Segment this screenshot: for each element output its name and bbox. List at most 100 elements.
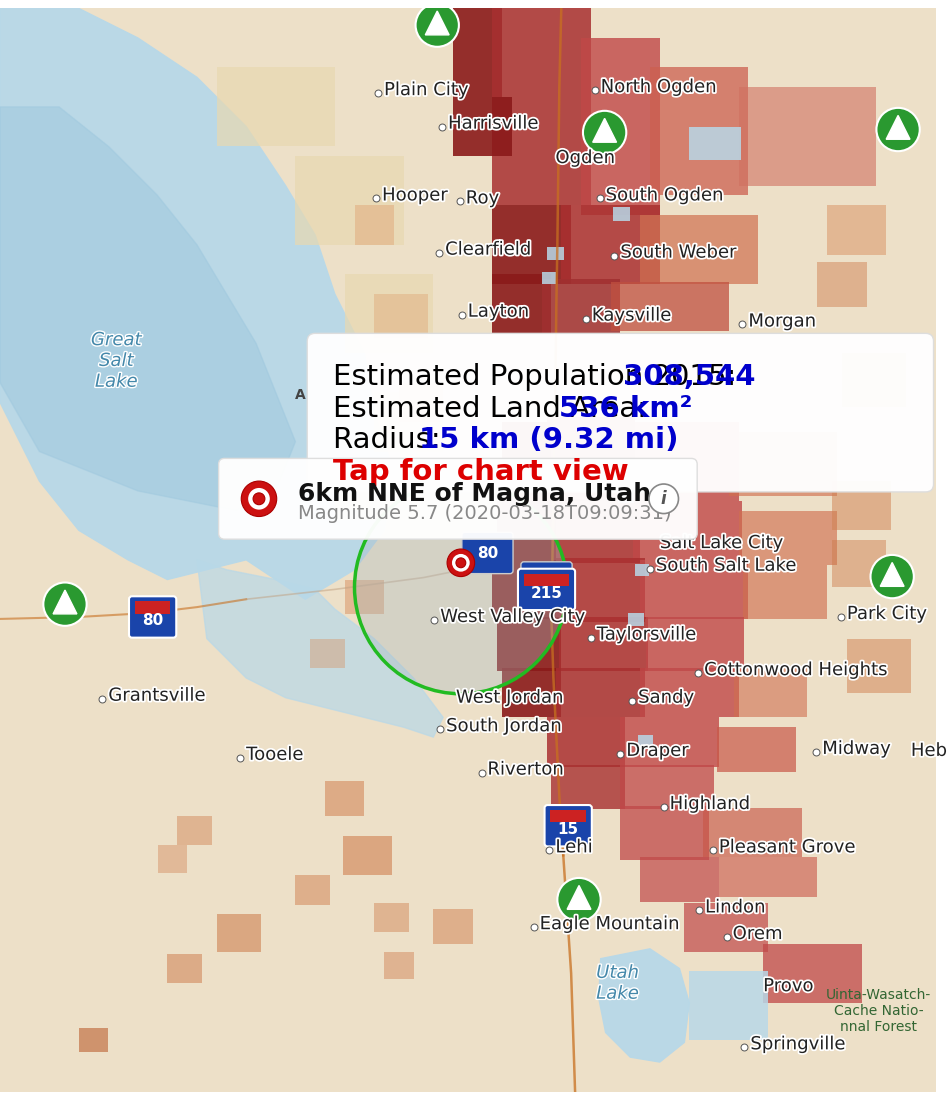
Text: 308,544: 308,544 xyxy=(623,363,755,390)
Text: Lindon: Lindon xyxy=(705,899,766,916)
Bar xyxy=(542,279,620,333)
Polygon shape xyxy=(426,11,449,35)
FancyBboxPatch shape xyxy=(129,596,177,638)
Text: 215: 215 xyxy=(531,576,562,591)
Text: Salt Lake City: Salt Lake City xyxy=(659,535,783,552)
Bar xyxy=(560,617,648,671)
Text: Ogden: Ogden xyxy=(556,150,615,167)
Bar xyxy=(581,37,659,216)
Bar xyxy=(551,764,625,808)
Text: Orem: Orem xyxy=(732,925,783,943)
Bar xyxy=(167,954,201,983)
Bar xyxy=(345,580,384,614)
FancyBboxPatch shape xyxy=(544,805,592,846)
Text: Uinta-Wasatch-
Cache Natio-
nnal Forest: Uinta-Wasatch- Cache Natio- nnal Forest xyxy=(826,988,931,1034)
Bar xyxy=(399,383,443,422)
Bar xyxy=(846,639,911,693)
Bar xyxy=(374,393,443,451)
Bar xyxy=(561,206,659,284)
Bar xyxy=(492,560,561,619)
Text: Taylorsville: Taylorsville xyxy=(597,626,696,644)
Bar xyxy=(497,617,561,671)
Bar xyxy=(634,500,742,560)
Text: Kaysville: Kaysville xyxy=(592,307,672,324)
Bar xyxy=(620,806,709,860)
Bar xyxy=(374,902,408,932)
Circle shape xyxy=(241,481,276,517)
Bar xyxy=(703,808,802,857)
Text: Grantsville: Grantsville xyxy=(108,686,206,705)
Text: Heb: Heb xyxy=(911,741,947,760)
Bar xyxy=(640,216,758,284)
Bar xyxy=(503,422,551,510)
Bar xyxy=(325,781,365,816)
Circle shape xyxy=(870,554,914,598)
Text: i: i xyxy=(661,490,667,508)
Circle shape xyxy=(253,493,265,505)
Bar xyxy=(497,500,557,560)
Circle shape xyxy=(354,481,567,694)
Bar xyxy=(557,558,645,622)
Text: Riverton: Riverton xyxy=(487,760,563,779)
Polygon shape xyxy=(598,949,690,1063)
FancyBboxPatch shape xyxy=(462,532,513,573)
Bar xyxy=(492,274,551,333)
Text: Estimated Land Area:: Estimated Land Area: xyxy=(332,395,656,422)
Bar xyxy=(729,432,837,496)
Bar xyxy=(763,944,862,1003)
Text: Midway: Midway xyxy=(823,740,891,758)
Circle shape xyxy=(558,878,600,921)
Polygon shape xyxy=(53,590,77,614)
Bar xyxy=(613,207,630,221)
Bar xyxy=(738,510,837,564)
Bar xyxy=(158,846,187,873)
Circle shape xyxy=(447,549,475,576)
Bar xyxy=(618,488,635,503)
Bar xyxy=(334,461,413,520)
Bar xyxy=(640,560,749,619)
Bar xyxy=(650,67,749,196)
Bar xyxy=(311,639,345,668)
Bar xyxy=(611,283,729,331)
Circle shape xyxy=(44,583,86,626)
Text: Eagle Mountain: Eagle Mountain xyxy=(540,915,679,933)
Polygon shape xyxy=(593,119,617,142)
Bar xyxy=(620,717,719,767)
Text: Estimated Population 2015:: Estimated Population 2015: xyxy=(332,363,746,390)
Text: South Weber: South Weber xyxy=(620,243,736,262)
FancyBboxPatch shape xyxy=(521,562,572,603)
Text: Roy: Roy xyxy=(466,189,499,208)
Text: Cottonwood Heights: Cottonwood Heights xyxy=(704,661,886,679)
Text: Magnitude 5.7 (2020-03-18T09:09:31): Magnitude 5.7 (2020-03-18T09:09:31) xyxy=(298,504,672,522)
Bar xyxy=(620,764,714,808)
Polygon shape xyxy=(881,562,904,586)
Circle shape xyxy=(456,558,466,568)
Text: Tap for chart view: Tap for chart view xyxy=(332,458,629,486)
Text: Draper: Draper xyxy=(626,741,689,760)
Text: Springville: Springville xyxy=(750,1035,846,1054)
Text: Provo: Provo xyxy=(763,977,813,996)
Text: South Ogden: South Ogden xyxy=(605,187,723,205)
Text: Morgan: Morgan xyxy=(749,312,816,330)
Text: North Ogden: North Ogden xyxy=(600,78,716,96)
Bar xyxy=(557,668,645,717)
Text: A: A xyxy=(294,388,306,403)
Circle shape xyxy=(452,554,469,572)
Bar xyxy=(546,717,625,767)
Circle shape xyxy=(248,488,270,509)
Bar xyxy=(178,816,212,846)
Bar xyxy=(636,564,649,575)
Bar xyxy=(717,727,796,771)
Bar xyxy=(79,1027,108,1053)
Bar xyxy=(453,97,512,156)
Bar xyxy=(542,273,557,284)
Polygon shape xyxy=(0,107,295,510)
Bar xyxy=(384,952,413,979)
Bar xyxy=(640,668,738,717)
Bar xyxy=(817,263,866,307)
Text: Park City: Park City xyxy=(846,605,927,623)
Bar xyxy=(638,735,653,747)
Text: Harrisville: Harrisville xyxy=(448,114,539,133)
Text: South Salt Lake: South Salt Lake xyxy=(656,557,796,575)
Bar xyxy=(503,668,561,717)
